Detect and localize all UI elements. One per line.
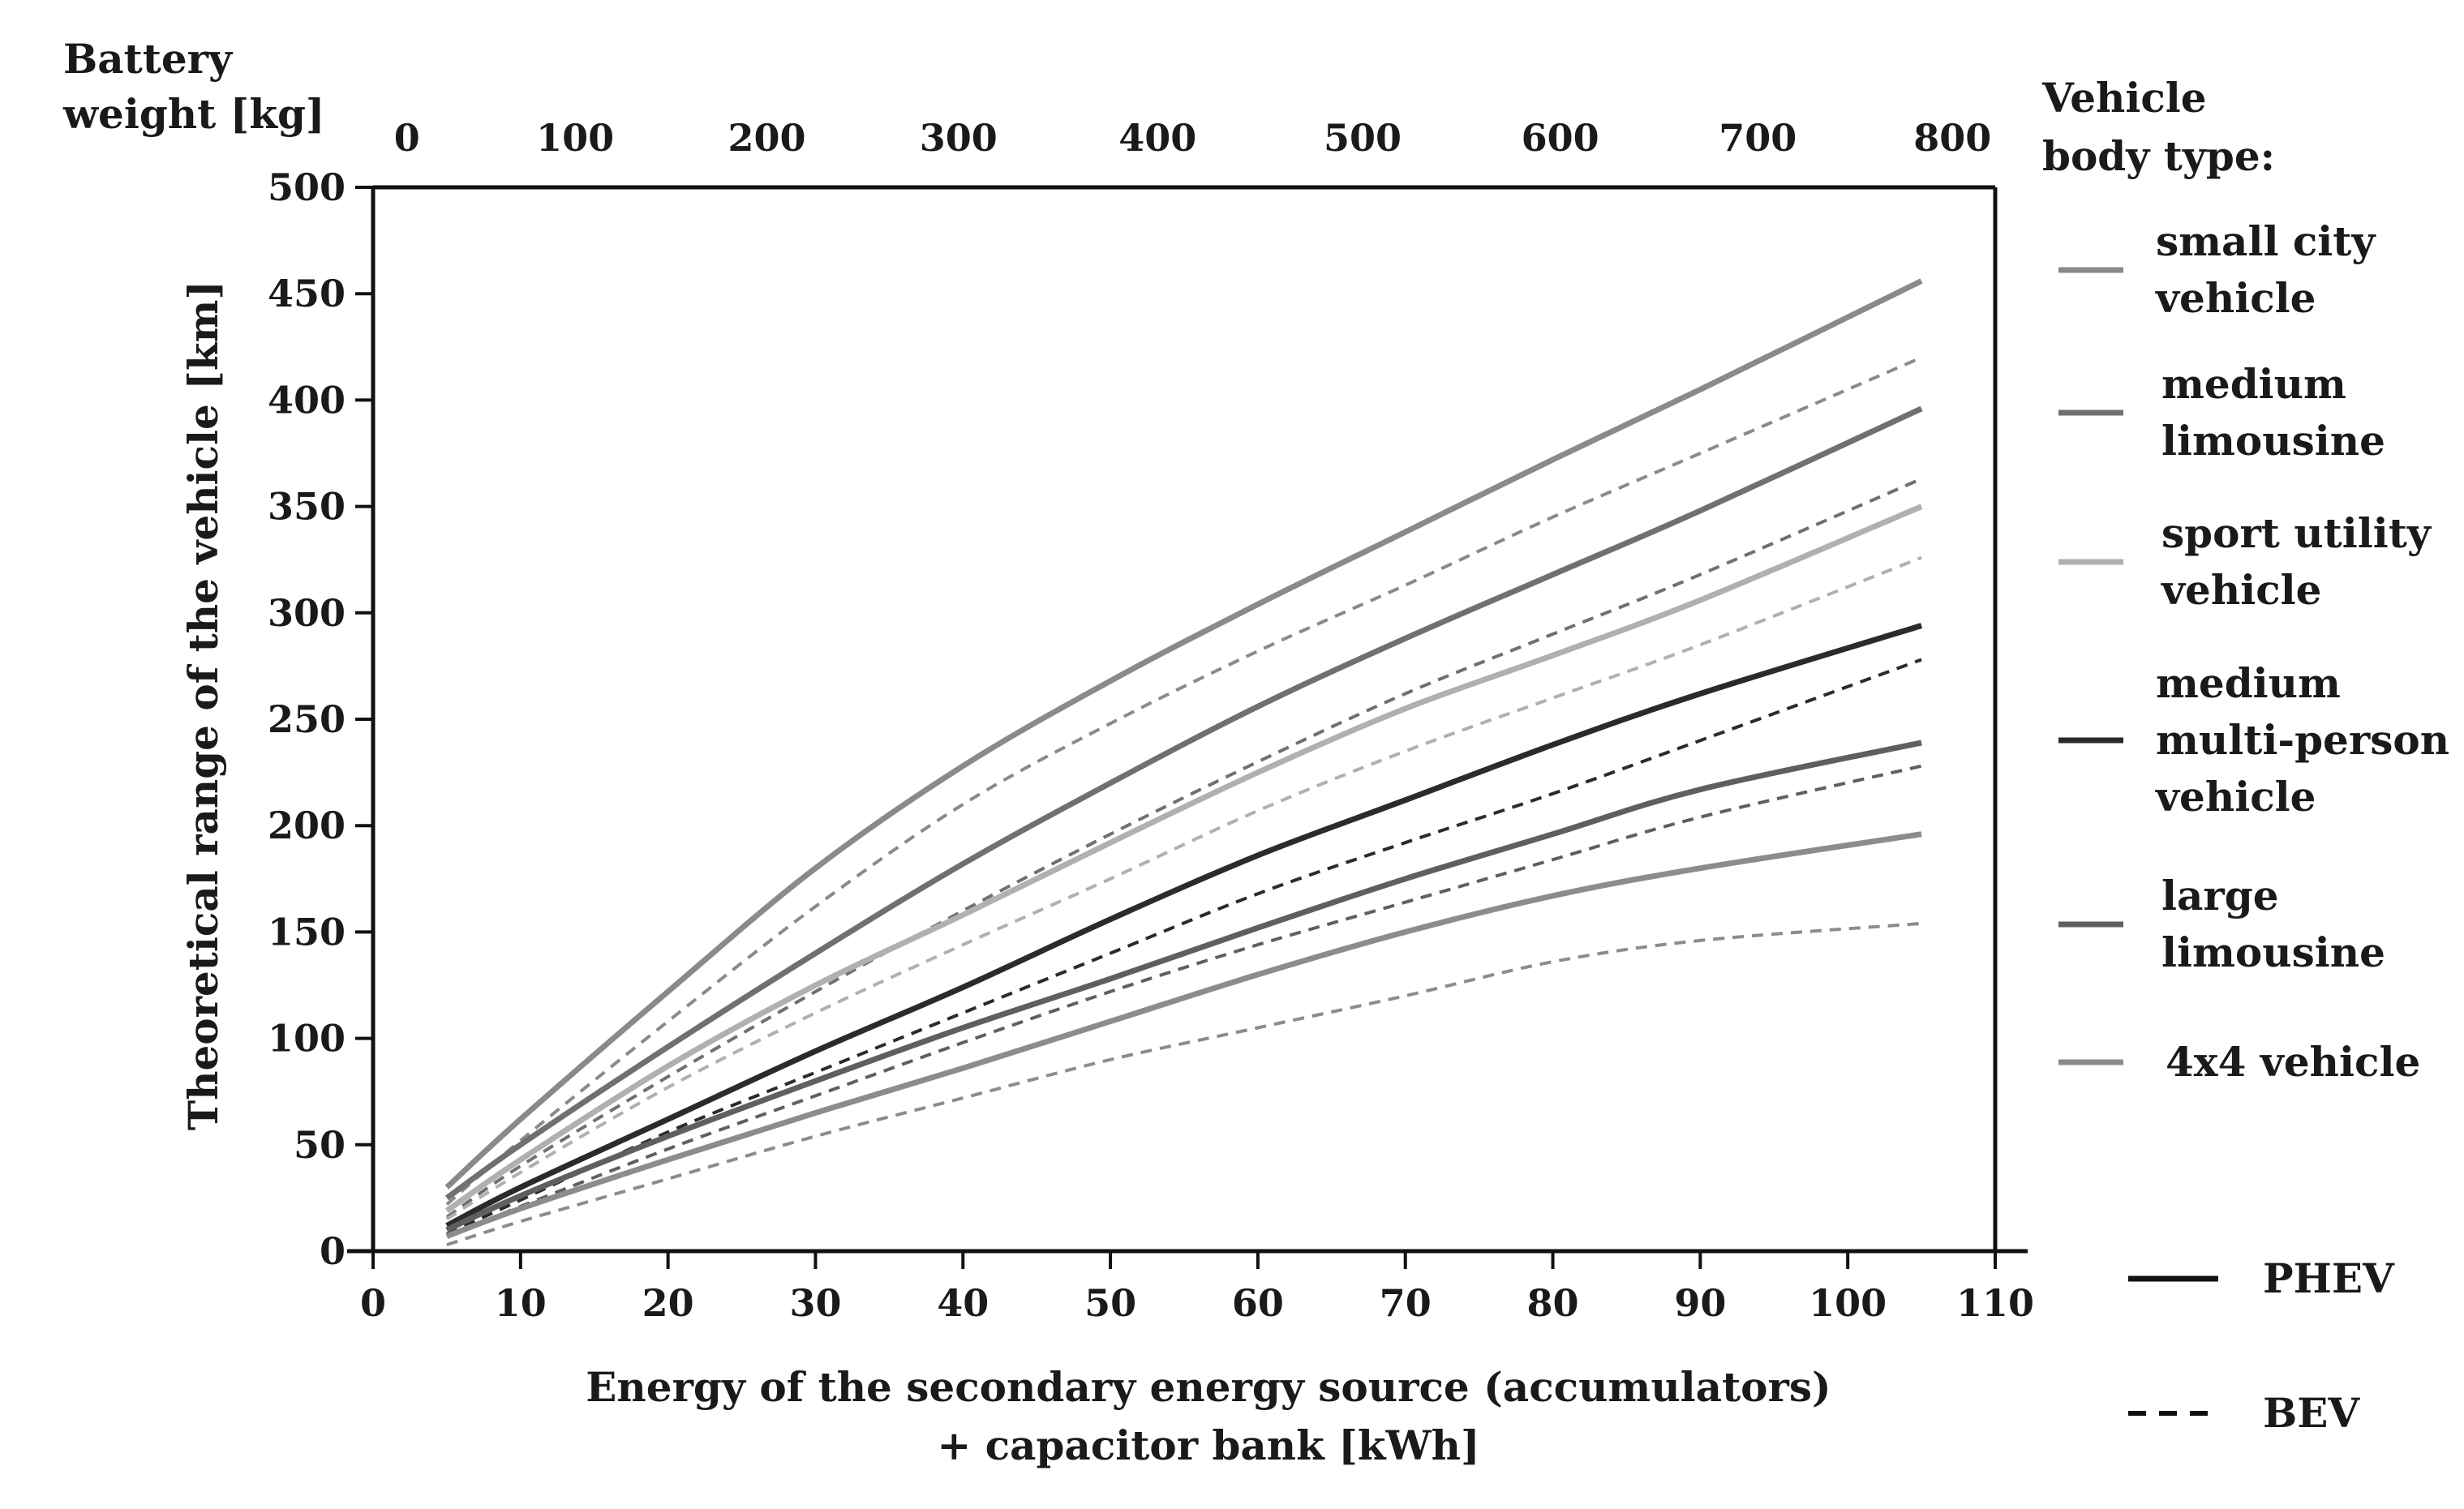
top-tick-label: 300 xyxy=(920,116,998,160)
y-tick-label: 300 xyxy=(268,591,346,635)
x-axis-title-line2: + capacitor bank [kWh] xyxy=(937,1421,1479,1469)
series-line-3 xyxy=(445,477,1922,1219)
y-axis-title: Theoretical range of the vehicle [km] xyxy=(179,281,227,1130)
series-line-6 xyxy=(445,623,1923,1228)
x-tick-label: 10 xyxy=(495,1281,547,1325)
legend-label: small city xyxy=(2156,217,2376,265)
y-tick-label: 50 xyxy=(294,1123,346,1167)
x-tick-label: 100 xyxy=(1809,1281,1887,1325)
y-tick-label: 100 xyxy=(268,1017,346,1061)
series-line-9 xyxy=(446,764,1922,1238)
legend-label: limousine xyxy=(2161,928,2385,976)
y-tick-label: 0 xyxy=(320,1229,346,1273)
top-axis-title-line2: weight [kg] xyxy=(62,90,325,138)
y-tick-label: 250 xyxy=(268,697,346,741)
series-line-10 xyxy=(445,831,1922,1239)
tick-marks xyxy=(355,186,1997,1269)
y-tick-labels: 0 50 100 150 200 250 300 350 400 450 500 xyxy=(268,165,346,1273)
y-tick-label: 450 xyxy=(268,272,346,315)
y-tick-label: 150 xyxy=(268,910,346,954)
legend-title-line1: Vehicle xyxy=(2041,74,2207,122)
series-line-1 xyxy=(445,356,1922,1206)
y-tick-label: 400 xyxy=(268,378,346,422)
top-tick-label: 500 xyxy=(1324,116,1402,160)
legend-label: vehicle xyxy=(2155,274,2316,322)
x-tick-label: 50 xyxy=(1084,1281,1136,1325)
legend-label: medium xyxy=(2156,659,2341,707)
series-line-5 xyxy=(445,555,1922,1221)
series-line-11 xyxy=(446,921,1922,1247)
top-tick-label: 700 xyxy=(1719,116,1796,160)
x-axis-title-line1: Energy of the secondary energy source (a… xyxy=(586,1363,1831,1411)
top-tick-label: 0 xyxy=(394,116,420,160)
y-tick-label: 200 xyxy=(268,804,346,847)
legend-label: medium xyxy=(2161,360,2346,408)
top-axis-title-line1: Battery xyxy=(63,35,234,83)
x-tick-label: 80 xyxy=(1527,1281,1579,1325)
top-tick-label: 100 xyxy=(536,116,614,160)
series-lines xyxy=(444,278,1923,1247)
series-line-0 xyxy=(444,278,1923,1190)
top-tick-label: 400 xyxy=(1118,116,1196,160)
legend-label: vehicle xyxy=(2161,566,2321,614)
legend-label: sport utility xyxy=(2161,509,2432,557)
style-legend-label: PHEV xyxy=(2263,1254,2395,1302)
x-tick-label: 60 xyxy=(1232,1281,1284,1325)
legend: small city vehicle medium limousine sport ut… xyxy=(2058,217,2449,1437)
x-tick-label: 70 xyxy=(1380,1281,1432,1325)
legend-label: 4x4 vehicle xyxy=(2166,1038,2420,1086)
x-tick-label: 110 xyxy=(1956,1281,2034,1325)
series-line-7 xyxy=(446,658,1922,1236)
top-tick-label: 600 xyxy=(1522,116,1599,160)
y-tick-label: 500 xyxy=(268,165,346,209)
x-tick-label: 90 xyxy=(1674,1281,1726,1325)
series-line-4 xyxy=(444,504,1923,1213)
legend-label: vehicle xyxy=(2155,773,2316,821)
style-legend-label: BEV xyxy=(2263,1389,2360,1437)
y-tick-label: 350 xyxy=(268,485,346,529)
top-tick-labels: 0 100 200 300 400 500 600 700 800 xyxy=(394,116,1991,160)
x-tick-labels: 0 10 20 30 40 50 60 70 80 90 100 110 xyxy=(360,1281,2034,1325)
top-tick-label: 200 xyxy=(728,116,805,160)
series-line-2 xyxy=(444,405,1923,1201)
x-tick-label: 20 xyxy=(642,1281,694,1325)
x-tick-label: 0 xyxy=(360,1281,386,1325)
legend-label: multi-person xyxy=(2156,716,2449,764)
legend-title-line2: body type: xyxy=(2042,132,2275,180)
series-line-8 xyxy=(445,739,1922,1232)
legend-label: limousine xyxy=(2161,417,2385,465)
x-tick-label: 40 xyxy=(937,1281,989,1325)
legend-label: large xyxy=(2161,872,2279,920)
top-tick-label: 800 xyxy=(1913,116,1991,160)
x-tick-label: 30 xyxy=(789,1281,841,1325)
